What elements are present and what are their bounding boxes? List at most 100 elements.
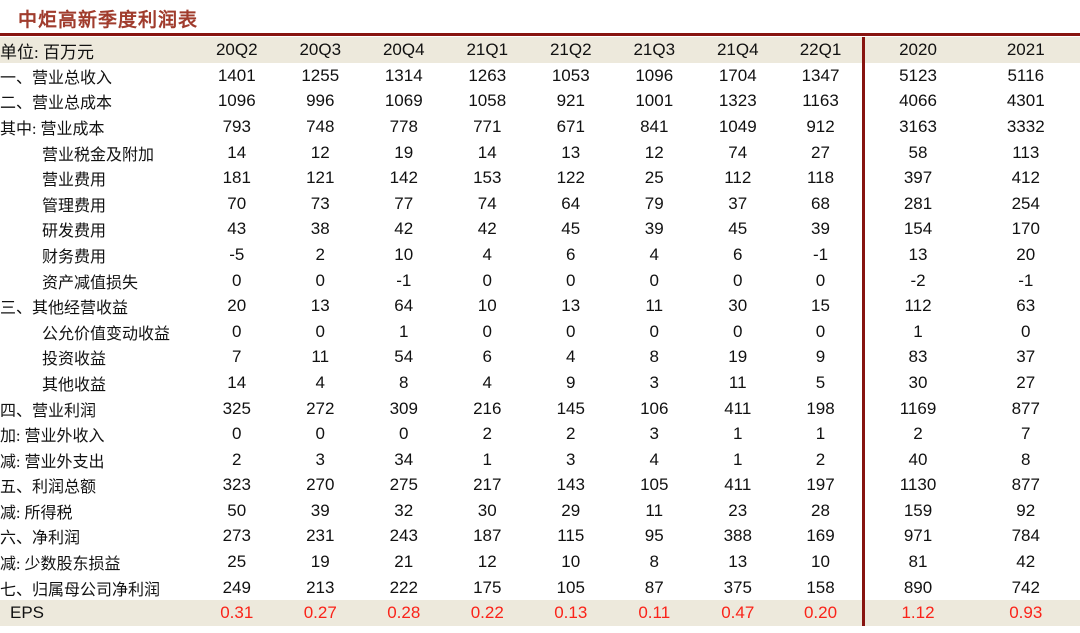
- cell-value: 142: [389, 168, 418, 188]
- cell-value: 0.20: [779, 600, 863, 627]
- row-label: 七、归属母公司净利润: [0, 581, 161, 599]
- cell-year-value: -2: [861, 267, 972, 294]
- cell-value: 37: [728, 193, 748, 213]
- table-row: 五、利润总额 323 270 275 217 143 105 411 197 1130 877: [0, 472, 1080, 499]
- cell-value: 70: [227, 193, 247, 213]
- table-row: 公允价值变动收益 0 0 1 0 0 0 0 0 1 0: [0, 318, 1080, 345]
- cell-year-value: 5123: [861, 63, 972, 89]
- cell-value: 158: [806, 577, 835, 597]
- cell-value: 1347: [801, 65, 840, 85]
- cell-year-value: 27: [1016, 372, 1036, 392]
- cell-value: 39: [811, 219, 830, 239]
- cell-value: 6: [566, 244, 576, 264]
- row-label: 管理费用: [42, 197, 107, 215]
- cell-value: 95: [644, 526, 664, 546]
- cell-year-value: 877: [1011, 475, 1040, 495]
- cell-year-value: 784: [1011, 526, 1040, 546]
- cell-value: 43: [227, 219, 247, 239]
- row-label: 六、净利润: [0, 530, 81, 548]
- cell-value: 39: [644, 219, 664, 239]
- row-label: 财务费用: [42, 248, 107, 266]
- cell-value: 3: [649, 372, 659, 392]
- cell-value: 8: [649, 552, 659, 572]
- cell-value: 0: [733, 270, 743, 290]
- cell-year-value: 5116: [1007, 65, 1045, 85]
- row-label: 其他收益: [42, 376, 107, 394]
- cell-year-value: 7: [1021, 424, 1031, 444]
- cell-value: 13: [728, 552, 748, 572]
- cell-value: 21: [394, 552, 414, 572]
- cell-year-value: 281: [861, 190, 972, 217]
- row-label: 减: 所得税: [0, 504, 73, 522]
- cell-value: 68: [811, 193, 830, 213]
- cell-value: 275: [389, 475, 418, 495]
- cell-value: 87: [644, 577, 664, 597]
- cell-value: 11: [645, 500, 664, 520]
- cell-value: 3: [649, 424, 659, 444]
- cell-value: 2: [232, 449, 242, 469]
- cell-value: 0: [649, 321, 659, 341]
- cell-value: 1: [815, 424, 826, 444]
- cell-value: 222: [389, 577, 418, 597]
- cell-value: 2: [482, 424, 492, 444]
- table-row: 三、其他经营收益 20 13 64 10 13 11 30 15 112 63: [0, 293, 1080, 319]
- row-label: 研发费用: [42, 223, 107, 241]
- cell-year-value: 0.93: [971, 600, 1080, 627]
- cell-value: 77: [394, 193, 414, 213]
- cell-value: 388: [723, 526, 752, 546]
- cell-value: 0: [482, 270, 492, 290]
- cell-value: 841: [640, 116, 669, 136]
- cell-value: -5: [229, 244, 245, 264]
- cell-value: 0.28: [362, 600, 446, 627]
- table-row: 一、营业总收入 1401 1255 1314 1263 1053 1096 1704 1347 5…: [0, 63, 1080, 89]
- cell-value: 30: [728, 296, 748, 316]
- cell-value: 7: [232, 347, 242, 367]
- cell-value: 30: [477, 500, 497, 520]
- cell-value: 122: [556, 168, 585, 188]
- cell-year-value: 4066: [861, 88, 972, 115]
- cell-value: 921: [556, 91, 585, 111]
- column-header: 21Q2: [529, 37, 613, 63]
- cell-year-value: 3163: [861, 114, 972, 140]
- cell-value: 4: [649, 244, 659, 264]
- cell-value: 11: [645, 296, 664, 316]
- table-row: 营业费用 181 121 142 153 122 25 112 118 397 412: [0, 165, 1080, 191]
- cell-value: 27: [811, 142, 830, 162]
- cell-value: 50: [227, 500, 247, 520]
- cell-value: 0.13: [529, 600, 613, 627]
- cell-value: 28: [811, 500, 830, 520]
- cell-value: 11: [311, 347, 330, 367]
- cell-value: 0.11: [612, 600, 696, 627]
- row-label: EPS: [0, 600, 195, 627]
- cell-value: 0: [733, 321, 743, 341]
- cell-value: 105: [640, 475, 669, 495]
- cell-value: 38: [310, 219, 330, 239]
- cell-value: 13: [561, 296, 581, 316]
- cell-year-value: 3332: [1006, 116, 1045, 136]
- cell-value: 213: [306, 577, 335, 597]
- cell-value: 2: [315, 244, 325, 264]
- cell-value: 2: [566, 424, 576, 444]
- cell-value: 19: [394, 142, 414, 162]
- cell-value: 15: [811, 296, 830, 316]
- cell-value: 6: [482, 347, 492, 367]
- cell-value: 272: [306, 398, 335, 418]
- row-label: 加: 营业外收入: [0, 428, 105, 446]
- cell-value: 1323: [718, 91, 757, 111]
- cell-value: 106: [640, 398, 669, 418]
- cell-value: 64: [561, 193, 581, 213]
- cell-value: 25: [227, 552, 247, 572]
- cell-value: 323: [222, 475, 251, 495]
- cell-value: 771: [473, 116, 502, 136]
- table-body: 一、营业总收入 1401 1255 1314 1263 1053 1096 1704 1347 5…: [0, 63, 1080, 627]
- cell-year-value: 170: [1011, 219, 1040, 239]
- cell-value: 1163: [802, 91, 839, 111]
- table-row: 其他收益 14 4 8 4 9 3 11 5 30 27: [0, 370, 1080, 396]
- cell-year-value: 1.12: [861, 600, 972, 627]
- cell-value: 145: [556, 398, 585, 418]
- cell-value: 411: [724, 398, 752, 418]
- cell-value: 0: [399, 424, 409, 444]
- cell-value: 105: [556, 577, 585, 597]
- table-row: 加: 营业外收入 0 0 0 2 2 3 1 1 2 7: [0, 421, 1080, 447]
- cell-value: 0: [232, 321, 242, 341]
